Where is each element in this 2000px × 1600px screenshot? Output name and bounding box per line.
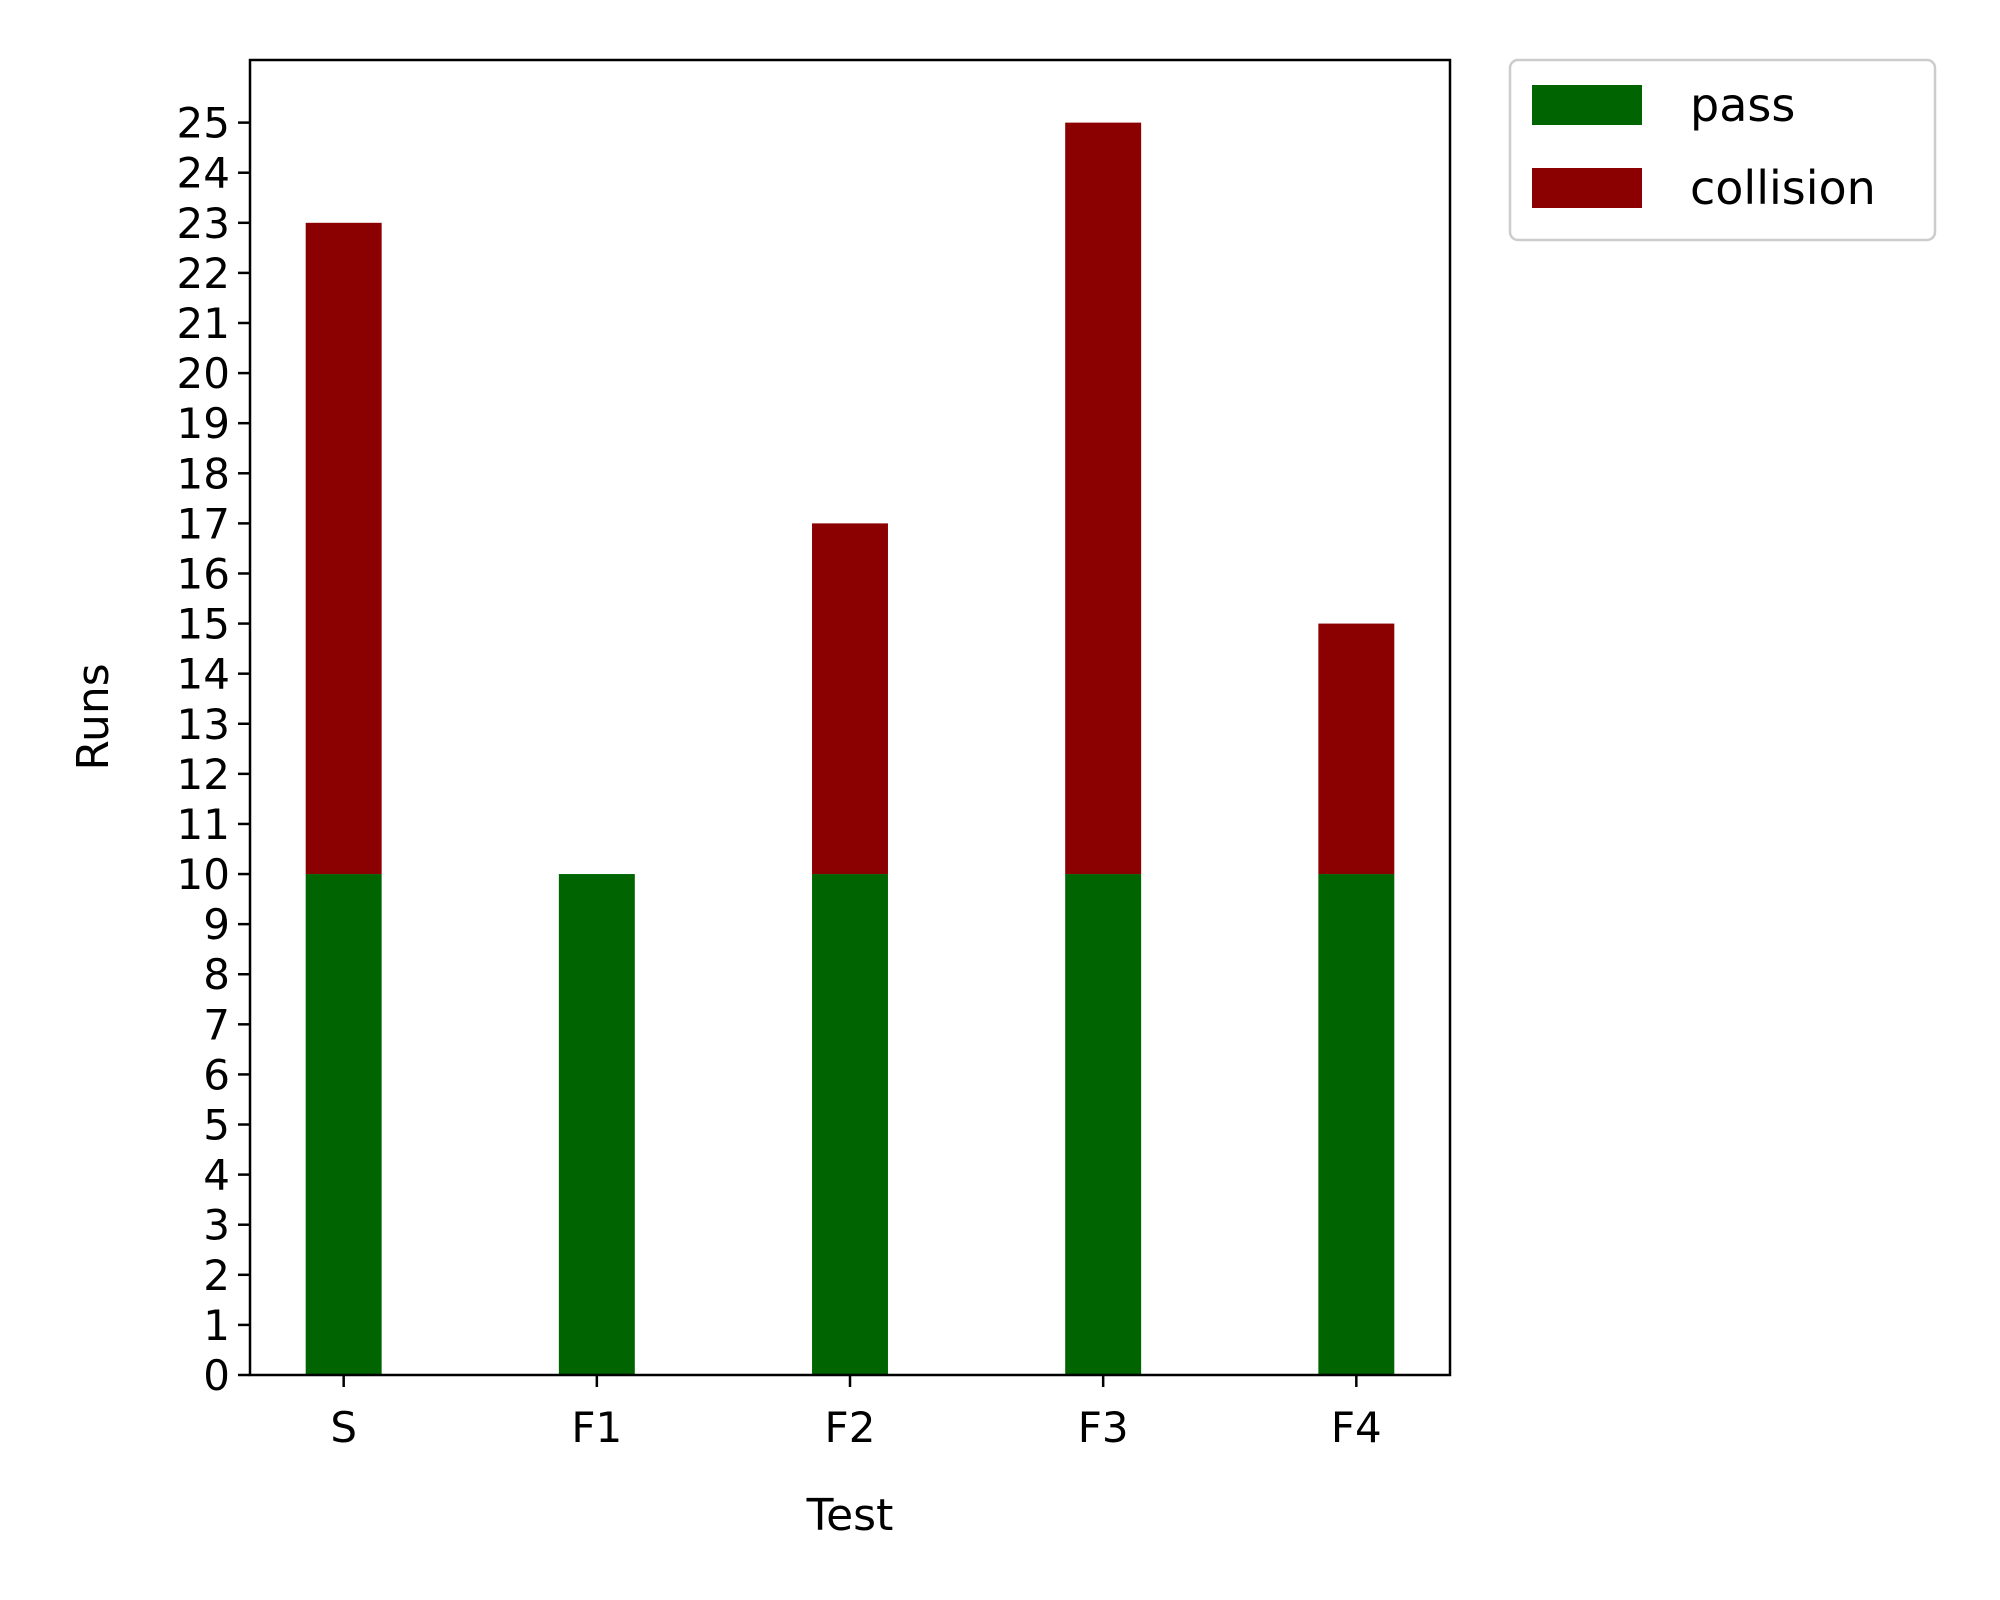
x-tick-label: F3 — [1078, 1403, 1129, 1452]
bar-pass-S — [305, 874, 382, 1375]
y-tick-label: 9 — [203, 900, 230, 949]
y-axis-ticks: 0123456789101112131415161718192021222324… — [177, 99, 250, 1400]
y-tick-label: 17 — [177, 499, 230, 548]
y-tick-label: 23 — [177, 199, 230, 248]
y-tick-label: 15 — [177, 600, 230, 649]
y-tick-label: 2 — [203, 1251, 230, 1300]
x-tick-label: F4 — [1331, 1403, 1382, 1452]
legend-swatch-pass — [1532, 85, 1642, 125]
x-tick-label: F1 — [571, 1403, 622, 1452]
bar-collision-F3 — [1065, 122, 1142, 875]
y-tick-label: 4 — [203, 1151, 230, 1200]
y-tick-label: 6 — [203, 1050, 230, 1099]
bar-pass-F1 — [558, 874, 635, 1375]
y-tick-label: 5 — [203, 1101, 230, 1150]
bar-collision-F2 — [812, 523, 888, 875]
x-axis-ticks: S F1 F2 F3 F4 — [330, 1375, 1382, 1452]
bar-pass-F4 — [1318, 874, 1395, 1375]
y-tick-label: 11 — [177, 800, 230, 849]
y-tick-label: 7 — [203, 1000, 230, 1049]
x-tick-label: F2 — [825, 1403, 876, 1452]
y-tick-label: 16 — [177, 549, 230, 598]
y-tick-label: 12 — [177, 750, 230, 799]
y-tick-label: 22 — [177, 249, 230, 298]
legend-label-pass: pass — [1690, 78, 1795, 132]
bar-collision-S — [305, 222, 382, 875]
y-tick-label: 10 — [177, 850, 230, 899]
y-tick-label: 1 — [203, 1301, 230, 1350]
y-tick-label: 8 — [203, 950, 230, 999]
y-tick-label: 13 — [177, 700, 230, 749]
y-tick-label: 0 — [203, 1351, 230, 1400]
y-tick-label: 21 — [177, 299, 230, 348]
y-tick-label: 24 — [177, 149, 230, 198]
bar-collision-F4 — [1318, 623, 1395, 875]
legend: pass collision — [1508, 58, 1937, 242]
y-tick-label: 19 — [177, 399, 230, 448]
bars-group — [305, 122, 1395, 1375]
y-tick-label: 20 — [177, 349, 230, 398]
y-axis-label: Runs — [68, 663, 119, 770]
bar-pass-F2 — [812, 874, 888, 1375]
x-tick-label: S — [330, 1403, 357, 1452]
y-tick-label: 14 — [177, 650, 230, 699]
y-tick-label: 3 — [203, 1201, 230, 1250]
y-tick-label: 25 — [177, 99, 230, 148]
bar-pass-F3 — [1065, 874, 1142, 1375]
y-tick-label: 18 — [177, 449, 230, 498]
legend-swatch-collision — [1532, 168, 1642, 208]
x-axis-label: Test — [806, 1490, 894, 1541]
legend-label-collision: collision — [1690, 161, 1876, 215]
